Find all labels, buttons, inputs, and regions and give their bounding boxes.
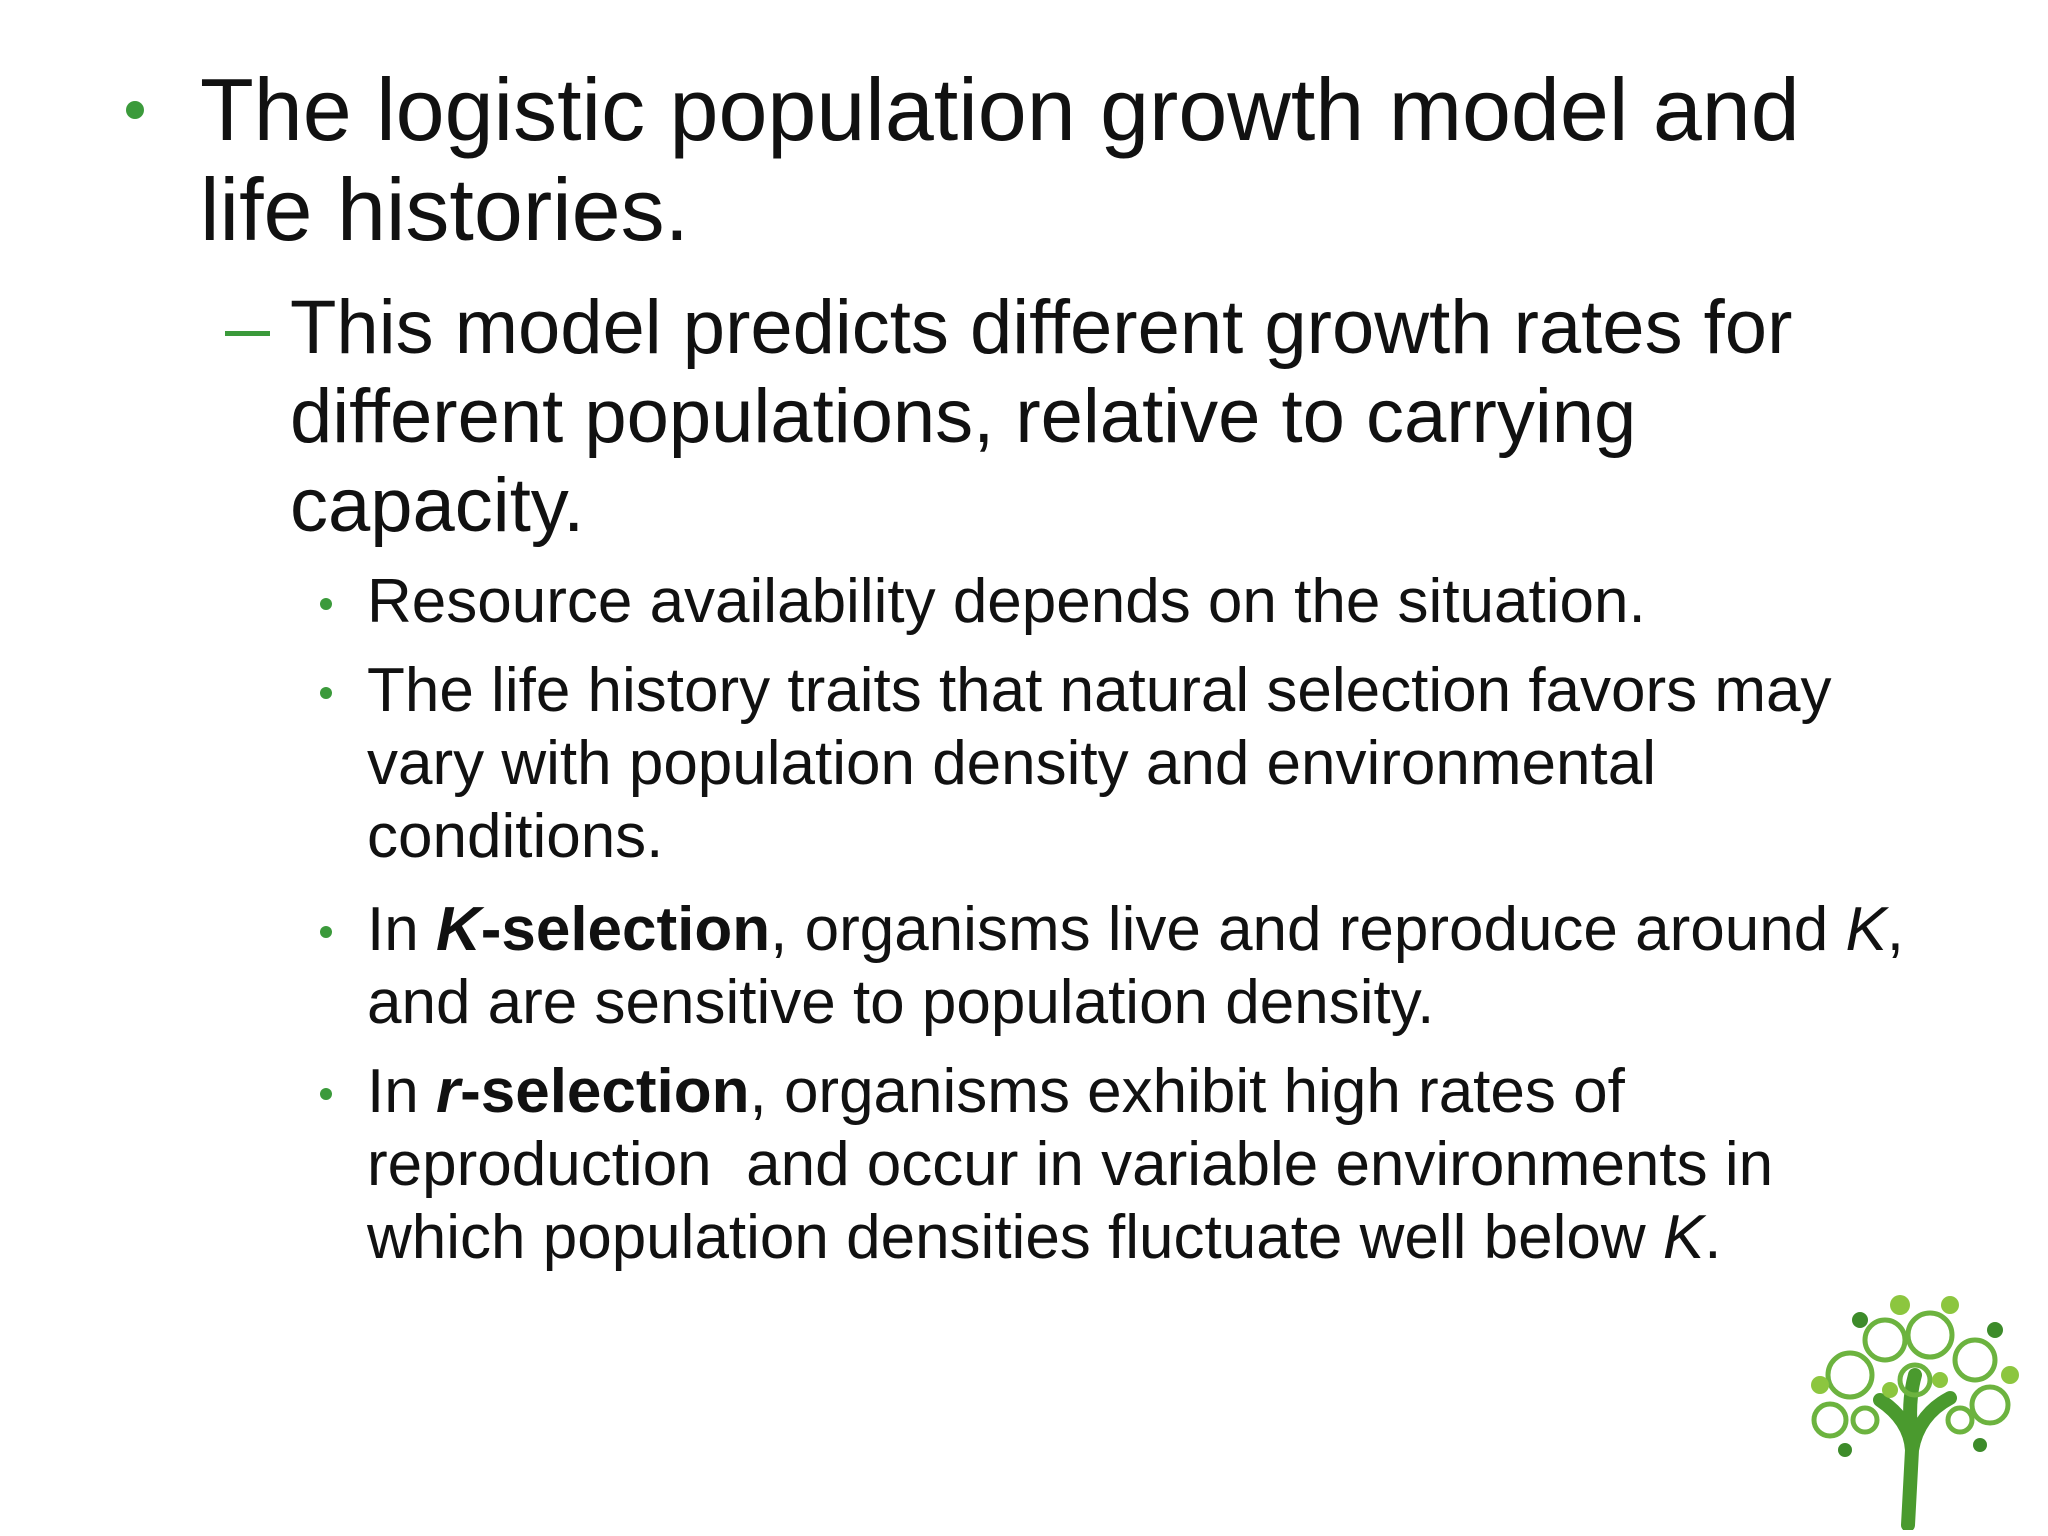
text-run: K xyxy=(435,895,481,964)
text-run: r xyxy=(435,1057,461,1126)
text-run: In xyxy=(367,895,436,964)
text-run: . xyxy=(1704,1203,1722,1272)
text-run: , organisms live and reproduce around xyxy=(770,895,1846,964)
text-run: In xyxy=(367,1057,436,1126)
bullet-text: The logistic population growth model and… xyxy=(200,60,1825,259)
text-run: Resource availability depends on the sit… xyxy=(367,567,1646,636)
text-run: -selection xyxy=(460,1057,750,1126)
bullet-marker xyxy=(320,926,332,938)
text-run: K xyxy=(1662,1203,1705,1272)
sub-sub-bullet: The life history traits that natural sel… xyxy=(367,654,1932,873)
text-run: , and are sensitive to population densit… xyxy=(367,895,1922,1037)
sub-bullet-text: This model predicts different growth rat… xyxy=(290,285,1814,548)
dash-marker xyxy=(225,331,270,336)
sub-sub-bullet: Resource availability depends on the sit… xyxy=(367,565,1932,638)
text-run: , organisms exhibit high rates of reprod… xyxy=(367,1057,1791,1272)
sub-sub-bullet: In K-selection, organisms live and repro… xyxy=(367,893,1932,1039)
tree-logo xyxy=(1811,1295,2019,1530)
bullet-marker xyxy=(320,598,332,610)
text-run: The life history traits that natural sel… xyxy=(367,656,1849,871)
bullet-marker xyxy=(320,1088,332,1100)
sub-sub-bullet: In r-selection, organisms exhibit high r… xyxy=(367,1055,1932,1274)
text-run: K xyxy=(1845,895,1887,964)
text-run: -selection xyxy=(480,895,771,964)
bullet-marker xyxy=(320,687,332,699)
bullet-marker xyxy=(126,101,144,119)
